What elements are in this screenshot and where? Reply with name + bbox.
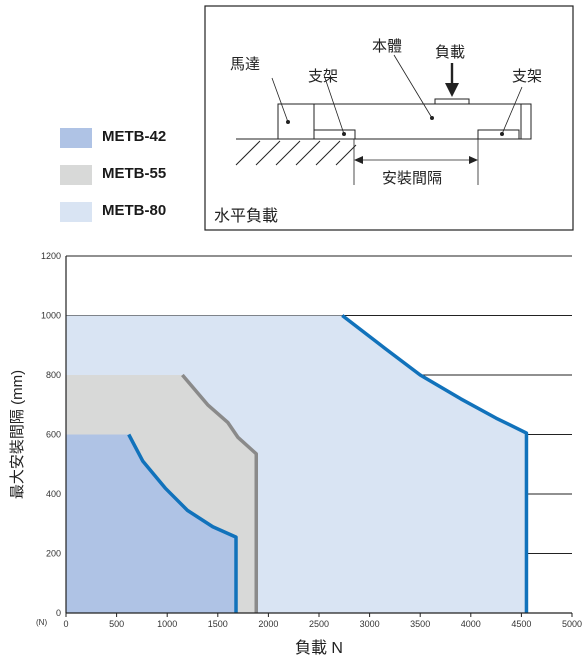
- y-tick-label: 400: [46, 489, 61, 499]
- ground-hatching: [235, 140, 357, 166]
- axis-layer: 0 200 400 600 800 1000 1200 0 500 1000 1500 2000 250…: [41, 251, 582, 629]
- legend-swatch-metb-55: [60, 165, 92, 185]
- load-spacing-chart: 0 200 400 600 800 1000 1200 0 500 1000 1500 2000 250…: [9, 251, 582, 657]
- legend-label-metb-42: METB-42: [102, 128, 167, 145]
- label-spacing: 安裝間隔: [382, 170, 442, 187]
- legend-item-metb-42: METB-42: [60, 122, 200, 159]
- y-tick-label: 1000: [41, 311, 61, 321]
- x-tick-label: 2500: [309, 619, 329, 629]
- y-axis-title: 最大安裝間隔 (mm): [9, 370, 26, 499]
- x-tick-label: 4000: [461, 619, 481, 629]
- dim-arrow-right: [469, 156, 478, 164]
- leader-bracket-right: [501, 86, 523, 135]
- limit-line-metb-42: [127, 433, 238, 613]
- mounting-diagram: 馬達 支架 本體 負載 支架 安裝間隔 水平負載: [204, 5, 574, 231]
- leader-body: [393, 54, 433, 119]
- y-tick-label: 0: [56, 608, 61, 618]
- legend-label-metb-80: METB-80: [102, 202, 167, 219]
- limit-line-metb-80: [341, 314, 529, 613]
- limit-line-metb-55: [181, 373, 259, 613]
- label-bracket-left: 支架: [308, 68, 338, 85]
- x-tick-label: 1000: [157, 619, 177, 629]
- label-motor: 馬達: [230, 56, 260, 73]
- x-unit-label: (N): [36, 618, 47, 627]
- x-tick-label: 4500: [511, 619, 531, 629]
- end-cap: [520, 103, 532, 140]
- x-tick-label: 2000: [258, 619, 278, 629]
- y-tick-label: 200: [46, 549, 61, 559]
- leader-motor: [271, 77, 289, 123]
- x-tick-label: 0: [63, 619, 68, 629]
- x-axis-title: 負載 N: [295, 639, 343, 657]
- legend-item-metb-55: METB-55: [60, 159, 200, 196]
- legend-label-metb-55: METB-55: [102, 165, 167, 182]
- load-arrow-head: [445, 83, 459, 97]
- legend-swatch-metb-42: [60, 128, 92, 148]
- y-tick-label: 800: [46, 370, 61, 380]
- legend: METB-42 METB-55 METB-80: [60, 122, 200, 233]
- y-tick-label: 600: [46, 430, 61, 440]
- dim-arrow-left: [354, 156, 363, 164]
- x-tick-label: 1500: [208, 619, 228, 629]
- x-tick-label: 5000: [562, 619, 582, 629]
- bracket-left: [313, 129, 356, 140]
- x-tick-label: 3000: [360, 619, 380, 629]
- label-body: 本體: [372, 38, 402, 55]
- load-plate: [434, 98, 470, 105]
- x-tick-label: 500: [109, 619, 124, 629]
- label-load: 負載: [435, 44, 465, 61]
- area-layer: [66, 315, 527, 613]
- line-layer: [127, 314, 529, 613]
- x-tick-label: 3500: [410, 619, 430, 629]
- leader-bracket-left: [323, 74, 345, 135]
- area-metb-42: [66, 434, 237, 613]
- legend-item-metb-80: METB-80: [60, 196, 200, 233]
- y-tick-label: 1200: [41, 251, 61, 261]
- legend-swatch-metb-80: [60, 202, 92, 222]
- label-bracket-right: 支架: [512, 68, 542, 85]
- diagram-caption: 水平負載: [214, 207, 278, 225]
- bracket-right: [477, 129, 520, 140]
